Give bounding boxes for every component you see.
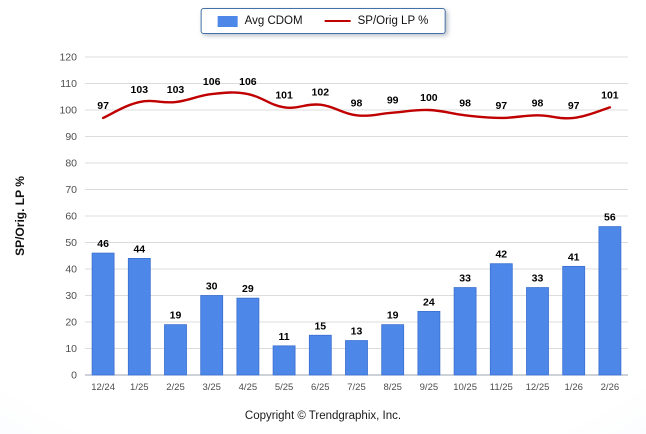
y-tick-label: 10 bbox=[65, 343, 77, 355]
legend-label-sp-orig-lp: SP/Orig LP % bbox=[357, 15, 429, 27]
copyright-text: Copyright © Trendgraphix, Inc. bbox=[244, 410, 402, 422]
y-tick-label: 20 bbox=[65, 317, 77, 329]
line-value-label: 97 bbox=[568, 100, 580, 112]
x-tick-label: 9/25 bbox=[420, 382, 439, 393]
bar-value-label: 24 bbox=[423, 296, 435, 308]
bar-avg-cdom bbox=[308, 334, 332, 376]
bar-avg-cdom bbox=[453, 287, 477, 376]
y-tick-label: 0 bbox=[71, 370, 77, 382]
bar-avg-cdom bbox=[417, 310, 441, 376]
bar-avg-cdom bbox=[489, 263, 513, 376]
x-tick-label: 12/24 bbox=[91, 382, 115, 393]
x-tick-label: 2/26 bbox=[601, 382, 620, 393]
legend-label-avg-cdom: Avg CDOM bbox=[244, 15, 303, 27]
bar-avg-cdom bbox=[598, 226, 622, 376]
line-value-label: 97 bbox=[97, 100, 109, 112]
line-value-label: 103 bbox=[167, 84, 185, 96]
sp-orig-lp-line bbox=[101, 91, 612, 120]
x-tick-label: 6/25 bbox=[311, 382, 330, 393]
y-tick-label: 50 bbox=[65, 237, 77, 249]
line-value-label: 106 bbox=[239, 76, 257, 88]
x-tick-label: 1/26 bbox=[564, 382, 583, 393]
line-value-label: 98 bbox=[532, 97, 544, 109]
x-tick-label: 10/25 bbox=[453, 382, 477, 393]
x-tick-label: 4/25 bbox=[239, 382, 258, 393]
bar-avg-cdom bbox=[91, 252, 115, 376]
bar-value-label: 56 bbox=[604, 212, 616, 224]
bar-value-label: 42 bbox=[495, 249, 507, 261]
bar-value-label: 44 bbox=[133, 243, 145, 255]
y-tick-label: 40 bbox=[65, 264, 77, 276]
line-value-label: 97 bbox=[495, 100, 507, 112]
line-value-label: 106 bbox=[203, 76, 221, 88]
bar-avg-cdom bbox=[200, 295, 224, 376]
line-value-label: 100 bbox=[420, 92, 438, 104]
y-tick-label: 100 bbox=[59, 105, 77, 117]
line-swatch-icon bbox=[324, 20, 351, 22]
legend-item-avg-cdom: Avg CDOM bbox=[217, 15, 303, 27]
x-tick-label: 11/25 bbox=[490, 382, 513, 393]
bar-value-label: 46 bbox=[97, 238, 109, 250]
x-tick-label: 2/25 bbox=[166, 382, 185, 393]
bar-value-label: 13 bbox=[351, 326, 363, 338]
bar-avg-cdom bbox=[272, 345, 296, 376]
bar-avg-cdom bbox=[127, 257, 151, 376]
y-tick-label: 110 bbox=[60, 78, 77, 90]
bar-value-label: 19 bbox=[170, 310, 182, 322]
x-tick-label: 5/25 bbox=[275, 382, 294, 393]
legend-item-sp-orig-lp: SP/Orig LP % bbox=[324, 15, 429, 27]
x-tick-label: 7/25 bbox=[347, 382, 366, 393]
y-tick-label: 30 bbox=[65, 290, 77, 302]
y-tick-label: 120 bbox=[59, 52, 77, 64]
x-tick-label: 1/25 bbox=[130, 382, 149, 393]
line-value-label: 101 bbox=[275, 89, 293, 101]
bar-avg-cdom bbox=[236, 297, 260, 376]
bar-avg-cdom bbox=[381, 324, 405, 376]
bar-swatch-icon bbox=[217, 15, 238, 27]
line-value-label: 103 bbox=[131, 84, 149, 96]
bar-value-label: 33 bbox=[532, 273, 544, 285]
bar-avg-cdom bbox=[526, 287, 549, 376]
line-value-label: 101 bbox=[601, 89, 619, 101]
y-tick-label: 90 bbox=[65, 131, 77, 143]
y-tick-label: 80 bbox=[65, 158, 77, 170]
line-value-label: 98 bbox=[459, 97, 471, 109]
y-tick-label: 60 bbox=[65, 211, 77, 223]
x-tick-label: 3/25 bbox=[202, 382, 221, 393]
bar-avg-cdom bbox=[562, 265, 586, 376]
bar-value-label: 41 bbox=[568, 251, 580, 263]
bar-value-label: 30 bbox=[206, 281, 218, 293]
bar-value-label: 15 bbox=[314, 320, 326, 332]
y-tick-label: 70 bbox=[65, 184, 77, 196]
bar-avg-cdom bbox=[164, 324, 187, 376]
x-tick-label: 8/25 bbox=[383, 382, 402, 393]
bar-value-label: 11 bbox=[279, 331, 290, 343]
legend: Avg CDOM SP/Orig LP % bbox=[200, 8, 446, 34]
y-axis-title: SP/Orig. LP % bbox=[13, 176, 27, 256]
x-tick-label: 12/25 bbox=[526, 382, 550, 393]
line-value-label: 98 bbox=[351, 97, 363, 109]
line-value-label: 102 bbox=[312, 87, 330, 99]
bar-avg-cdom bbox=[345, 340, 368, 376]
bar-value-label: 29 bbox=[242, 283, 254, 295]
line-value-label: 99 bbox=[387, 95, 399, 107]
bar-value-label: 33 bbox=[459, 273, 471, 285]
bar-value-label: 19 bbox=[387, 310, 399, 322]
